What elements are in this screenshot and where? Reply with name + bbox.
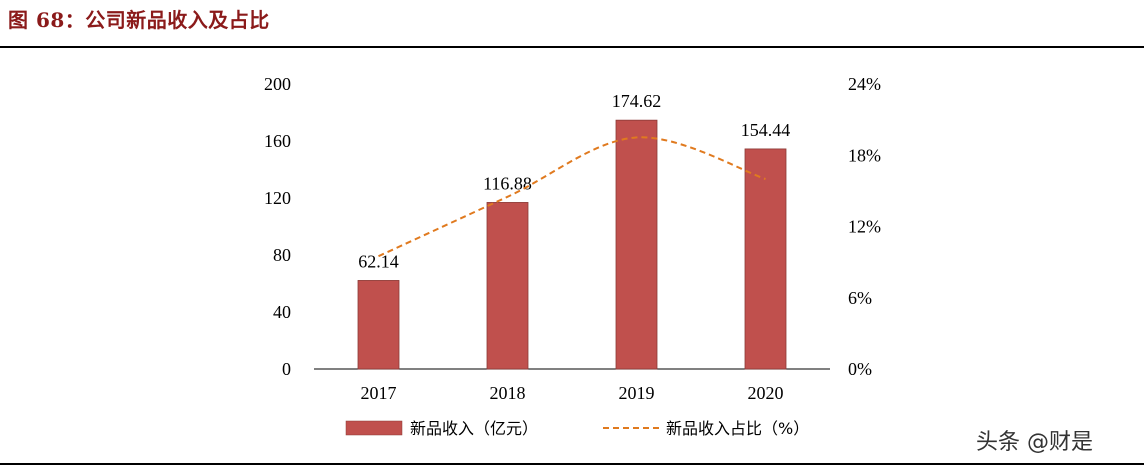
- left-tick-label: 200: [264, 74, 291, 94]
- legend: 新品收入（亿元） 新品收入占比（%）: [345, 419, 809, 438]
- watermark: 头条 @财是: [976, 430, 1093, 455]
- bar-series: [357, 119, 787, 370]
- x-tick-label: 2018: [490, 383, 526, 403]
- x-axis-ticks: 2017 2018 2019 2020: [361, 383, 784, 403]
- bar: [357, 280, 400, 370]
- figure-title: 图 68：公司新品收入及占比: [8, 8, 270, 32]
- x-tick-label: 2017: [361, 383, 397, 403]
- right-tick-label: 24%: [848, 74, 881, 94]
- bar-data-label: 116.88: [483, 173, 532, 193]
- bar: [486, 202, 529, 370]
- left-tick-label: 40: [273, 302, 291, 322]
- left-tick-label: 0: [282, 359, 291, 379]
- left-tick-label: 80: [273, 245, 291, 265]
- right-axis-ticks: 0% 6% 12% 18% 24%: [848, 74, 881, 379]
- legend-label-line: 新品收入占比（%）: [666, 419, 809, 438]
- bar: [744, 148, 787, 370]
- bar-data-label: 62.14: [358, 251, 399, 271]
- legend-swatch-bar: [345, 420, 403, 436]
- bar-data-labels: 62.14 116.88 174.62 154.44: [358, 91, 790, 271]
- x-tick-label: 2020: [748, 383, 784, 403]
- legend-label-bar: 新品收入（亿元）: [410, 419, 538, 438]
- bar-data-label: 154.44: [741, 120, 791, 140]
- right-tick-label: 0%: [848, 359, 872, 379]
- top-divider: [0, 46, 1144, 48]
- ratio-line: [378, 136, 766, 258]
- right-tick-label: 12%: [848, 217, 881, 237]
- bar: [615, 119, 658, 370]
- x-tick-label: 2019: [619, 383, 655, 403]
- right-tick-label: 18%: [848, 145, 881, 165]
- left-tick-label: 160: [264, 131, 291, 151]
- left-tick-label: 120: [264, 188, 291, 208]
- bar-data-label: 174.62: [612, 91, 662, 111]
- right-tick-label: 6%: [848, 288, 872, 308]
- left-axis-ticks: 0 40 80 120 160 200: [264, 74, 291, 379]
- bottom-divider: [0, 463, 1144, 465]
